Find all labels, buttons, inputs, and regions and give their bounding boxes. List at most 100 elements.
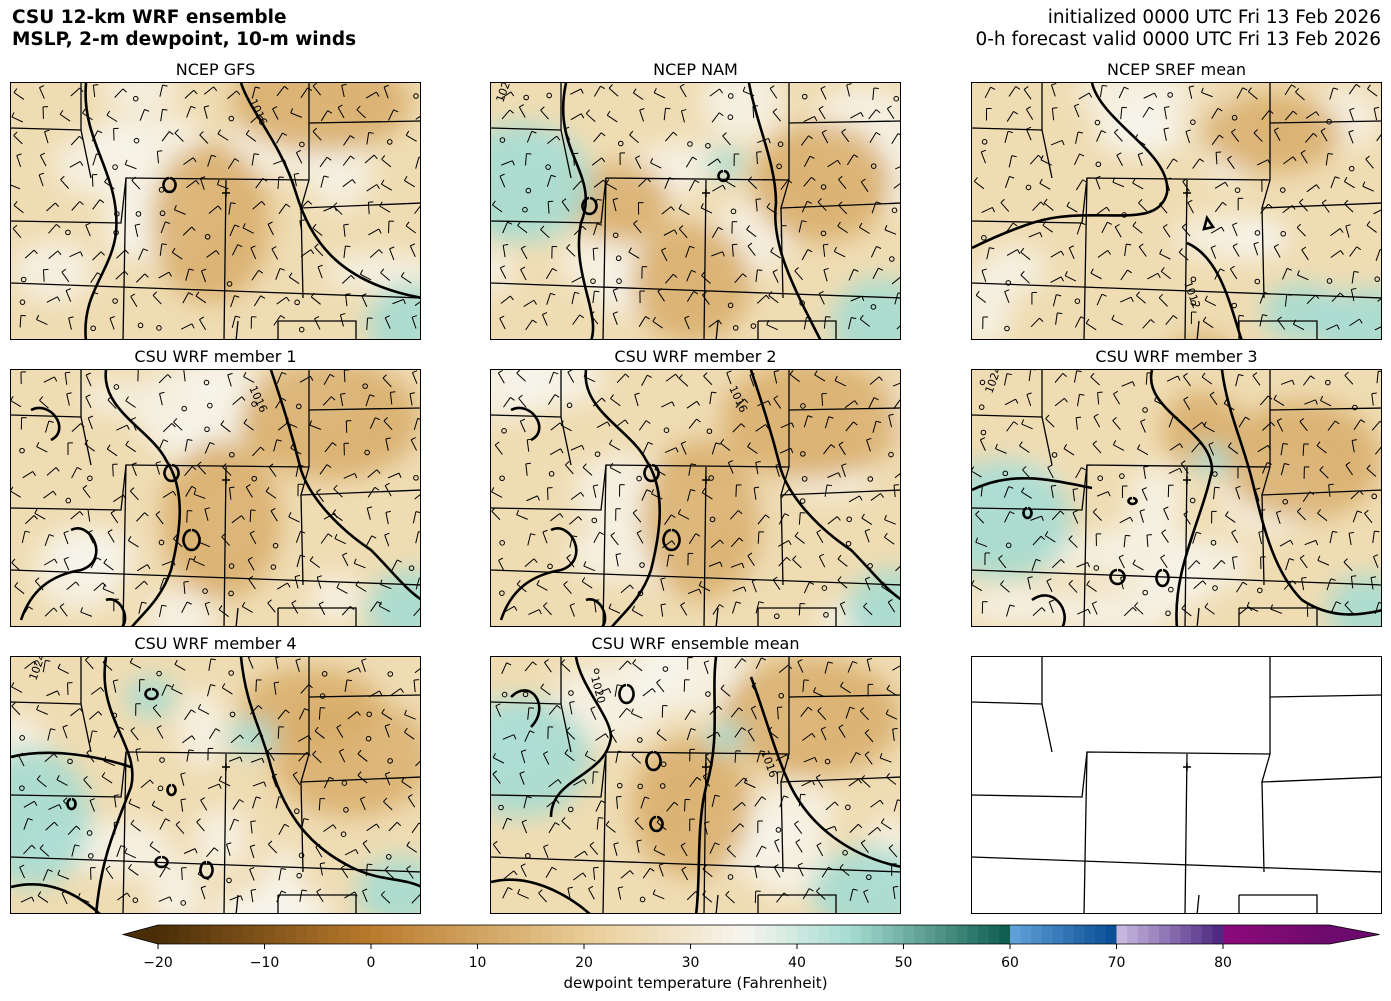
panel-title: CSU WRF member 1 [134, 347, 297, 366]
isobars [972, 370, 1381, 626]
colorbar-tick-label: 60 [1001, 955, 1019, 971]
colorbar-tick-label: 0 [366, 955, 376, 971]
colorbar-segment [594, 925, 606, 944]
colorbar-segment [743, 925, 755, 944]
colorbar-segment [328, 925, 340, 944]
colorbar-segment [296, 925, 308, 944]
map-panel: 1020 1016 [490, 656, 901, 914]
colorbar-segment [722, 925, 734, 944]
colorbar-tick-label: 70 [1107, 955, 1126, 971]
colorbar-segment [605, 925, 617, 944]
colorbar-segment [520, 925, 532, 944]
valid-time-text: 0-h forecast valid 0000 UTC Fri 13 Feb 2… [975, 29, 1381, 50]
colorbar-segment [946, 925, 958, 944]
forecast-info: initialized 0000 UTC Fri 13 Feb 2026 0-h… [975, 7, 1381, 51]
colorbar-segment [1191, 925, 1203, 944]
colorbar-segment [828, 925, 841, 944]
colorbar-segment [615, 925, 628, 944]
wind-barbs [492, 83, 900, 331]
colorbar-segment [818, 925, 830, 944]
colorbar-tick-label: −10 [249, 955, 280, 971]
colorbar-segment [1297, 925, 1309, 944]
colorbar-segment [775, 925, 787, 944]
isobars [972, 83, 1243, 339]
colorbar-segment [253, 925, 266, 944]
city-marker [702, 763, 710, 771]
colorbar-segment [1286, 925, 1299, 944]
colorbar-segment [168, 925, 180, 944]
colorbar-extend-low [123, 925, 158, 944]
colorbar-segment [584, 925, 596, 944]
colorbar-segment [360, 925, 372, 944]
colorbar-segment [498, 925, 511, 944]
colorbar-segment [701, 925, 713, 944]
colorbar-extend-high [1329, 925, 1380, 944]
colorbar-segment [1223, 925, 1235, 944]
figure-title-line-2: MSLP, 2-m dewpoint, 10-m winds [12, 29, 357, 50]
colorbar-segment [562, 925, 574, 944]
colorbar-segment [339, 925, 351, 944]
colorbar-tick-label: 10 [468, 955, 487, 971]
colorbar-segment [1063, 925, 1075, 944]
state-boundaries [491, 370, 900, 626]
colorbar-segment [552, 925, 564, 944]
colorbar-segment [1052, 925, 1064, 944]
colorbar-segment [232, 925, 244, 944]
map-panel-svg: 1016 [491, 370, 900, 626]
colorbar-segment [509, 925, 521, 944]
colorbar-segment [733, 925, 745, 944]
map-panel: 1016 [10, 82, 421, 340]
colorbar-segment [541, 925, 553, 944]
colorbar-segment [914, 925, 926, 944]
colorbar-segment [1031, 925, 1043, 944]
colorbar-segment [903, 925, 915, 944]
colorbar-segment [797, 925, 809, 944]
colorbar-segment [1095, 925, 1107, 944]
colorbar-segment [637, 925, 649, 944]
colorbar-segment [1265, 925, 1277, 944]
wind-barbs [973, 83, 1381, 332]
map-panel-svg: 1012 [972, 83, 1381, 339]
colorbar-segment [243, 925, 255, 944]
colorbar-segment [647, 925, 660, 944]
colorbar-segment [307, 925, 319, 944]
colorbar-segment [999, 925, 1011, 944]
colorbar-segment [466, 925, 479, 944]
colorbar-segment [456, 925, 468, 944]
colorbar-segment [1041, 925, 1054, 944]
colorbar-segment [211, 925, 223, 944]
panel-title: CSU WRF member 3 [1095, 347, 1258, 366]
colorbar-segment [1244, 925, 1256, 944]
colorbar-segment [839, 925, 851, 944]
map-panel-svg: 1024 [11, 657, 420, 913]
colorbar-segment [158, 925, 170, 944]
colorbar-segment [807, 925, 819, 944]
panel-title: CSU WRF member 4 [134, 634, 297, 653]
colorbar-segment [988, 925, 1000, 944]
colorbar-segment [200, 925, 212, 944]
colorbar-segment [669, 925, 681, 944]
colorbar-segment [381, 925, 393, 944]
colorbar-segment [882, 925, 894, 944]
map-panel: 1016 [490, 369, 901, 627]
colorbar-segment [349, 925, 361, 944]
figure-title-line-1: CSU 12-km WRF ensemble [12, 7, 287, 28]
colorbar-tick-label: 80 [1214, 955, 1232, 971]
colorbar-label: dewpoint temperature (Fahrenheit) [563, 974, 828, 992]
map-panel: 1024 [490, 82, 901, 340]
wind-barbs [11, 657, 420, 906]
colorbar-segment [871, 925, 883, 944]
colorbar-segment [658, 925, 670, 944]
panel-title: NCEP SREF mean [1106, 60, 1247, 79]
colorbar-segment [530, 925, 542, 944]
panel-title: NCEP GFS [175, 60, 256, 79]
city-marker [222, 476, 230, 484]
city-marker [1183, 763, 1191, 771]
city-marker [1183, 476, 1191, 484]
colorbar-tick-label: −20 [143, 955, 173, 971]
figure-title: CSU 12-km WRF ensemble MSLP, 2-m dewpoin… [12, 7, 356, 51]
isobars [19, 370, 420, 626]
isobars [84, 83, 420, 339]
colorbar-segment [786, 925, 798, 944]
